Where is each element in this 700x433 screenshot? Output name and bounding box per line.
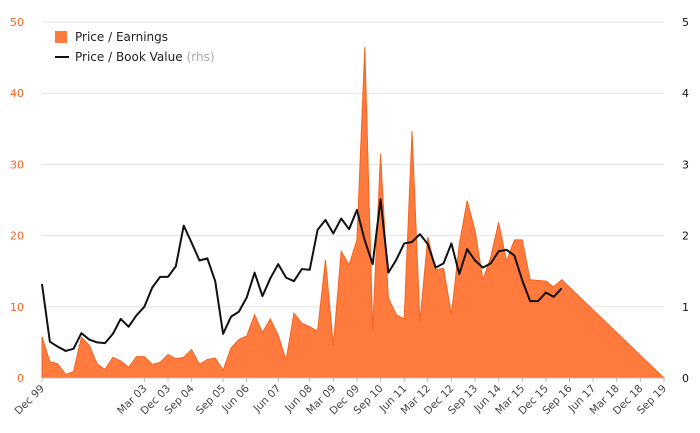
x-axis-tick-label: Dec 99 [12, 383, 47, 418]
legend-item-price-earnings: Price / Earnings [55, 27, 215, 47]
left-axis-tick-label: 40 [10, 87, 24, 100]
right-axis-tick-label: 1 [682, 301, 689, 314]
left-axis-tick-label: 10 [10, 301, 24, 314]
price-earnings-legend-label: Price / Earnings [75, 30, 169, 44]
legend: Price / Earnings Price / Book Value (rhs… [55, 27, 215, 67]
left-axis-tick-label: 30 [10, 158, 24, 171]
price-book-legend-label: Price / Book Value [75, 50, 183, 64]
left-axis-tick-label: 50 [10, 16, 24, 29]
legend-item-price-book: Price / Book Value (rhs) [55, 47, 215, 67]
x-axis-tick-label: Jun 07 [251, 383, 284, 416]
price-book-swatch [55, 56, 69, 58]
left-axis-tick-label: 20 [10, 230, 24, 243]
right-axis-tick-label: 3 [682, 158, 689, 171]
left-axis-tick-label: 0 [17, 372, 24, 385]
right-axis-tick-label: 4 [682, 87, 689, 100]
price-earnings-area [41, 46, 666, 379]
right-axis-tick-label: 5 [682, 16, 689, 29]
right-axis-tick-label: 0 [682, 372, 689, 385]
rhs-note: (rhs) [186, 50, 215, 64]
price-earnings-swatch [55, 31, 67, 43]
right-axis-tick-label: 2 [682, 230, 689, 243]
x-axis-tick-label: Sep 05 [194, 383, 228, 417]
price-book-line [41, 198, 563, 352]
